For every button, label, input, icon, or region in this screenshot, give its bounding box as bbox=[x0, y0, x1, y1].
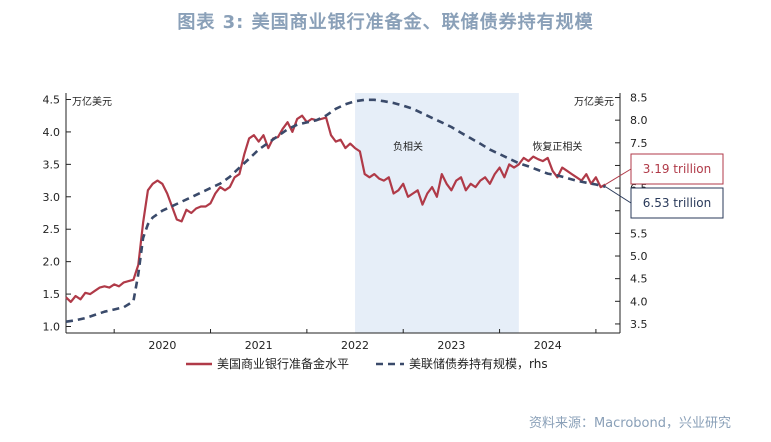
right-axis-unit: 万亿美元 bbox=[574, 95, 614, 108]
x-tick-label: 2024 bbox=[534, 339, 562, 352]
callout-label-1: 6.53 trillion bbox=[643, 196, 711, 210]
callout-leader-1 bbox=[605, 186, 632, 204]
series-line-0 bbox=[65, 114, 607, 303]
source-note: 资料来源：Macrobond，兴业研究 bbox=[528, 416, 731, 431]
x-tick-label: 2021 bbox=[245, 339, 273, 352]
legend-label-0: 美国商业银行准备金水平 bbox=[217, 356, 349, 371]
left-tick-label: 3.0 bbox=[43, 191, 61, 204]
chart-title: 图表 3: 美国商业银行准备金、联储债券持有规模 bbox=[177, 12, 594, 33]
right-tick-label: 5.5 bbox=[630, 227, 648, 240]
series-line-1 bbox=[65, 98, 606, 323]
right-tick-label: 8.5 bbox=[630, 92, 648, 105]
left-tick-label: 2.0 bbox=[43, 256, 61, 269]
callout-box-1 bbox=[630, 187, 724, 219]
legend-label-1: 美联储债券持有规模，rhs bbox=[409, 356, 548, 371]
left-tick-label: 1.5 bbox=[43, 288, 61, 301]
right-tick-label: 4.5 bbox=[630, 273, 648, 286]
right-tick-label: 7.5 bbox=[630, 137, 648, 150]
x-tick-label: 2022 bbox=[341, 339, 369, 352]
callout-box-0 bbox=[630, 153, 724, 185]
right-tick-label: 8.0 bbox=[630, 114, 648, 127]
shaded-region bbox=[355, 93, 519, 333]
left-tick-label: 3.5 bbox=[43, 158, 61, 171]
annotation-0: 负相关 bbox=[393, 140, 423, 153]
left-tick-label: 4.0 bbox=[43, 126, 61, 139]
left-axis-unit: 万亿美元 bbox=[72, 95, 112, 108]
x-tick-label: 2020 bbox=[148, 339, 176, 352]
x-tick-label: 2023 bbox=[437, 339, 465, 352]
annotation-1: 恢复正相关 bbox=[532, 140, 582, 153]
right-tick-label: 3.5 bbox=[630, 318, 648, 331]
left-tick-label: 1.0 bbox=[43, 321, 61, 334]
left-tick-label: 2.5 bbox=[43, 223, 61, 236]
callout-label-0: 3.19 trillion bbox=[643, 162, 711, 176]
right-tick-label: 4.0 bbox=[630, 295, 648, 308]
callout-leader-0 bbox=[605, 168, 632, 185]
right-tick-label: 5.0 bbox=[630, 250, 648, 263]
left-tick-label: 4.5 bbox=[43, 93, 61, 106]
